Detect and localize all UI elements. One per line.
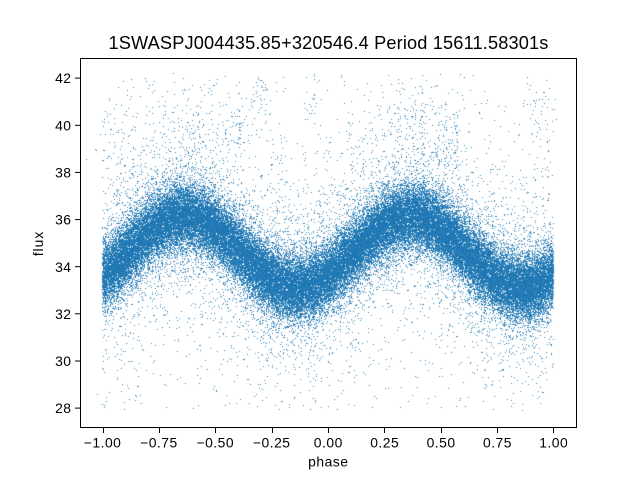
svg-text:−0.75: −0.75 <box>140 435 178 451</box>
svg-text:phase: phase <box>308 454 348 470</box>
svg-text:−0.25: −0.25 <box>253 435 291 451</box>
svg-text:38: 38 <box>55 165 71 181</box>
svg-text:0.25: 0.25 <box>370 435 399 451</box>
svg-text:0.75: 0.75 <box>483 435 512 451</box>
svg-text:0.50: 0.50 <box>427 435 456 451</box>
svg-text:0.00: 0.00 <box>314 435 343 451</box>
svg-text:−1.00: −1.00 <box>84 435 122 451</box>
svg-text:32: 32 <box>55 306 71 322</box>
svg-text:36: 36 <box>55 212 71 228</box>
svg-text:28: 28 <box>55 400 71 416</box>
svg-text:flux: flux <box>30 231 46 257</box>
svg-text:34: 34 <box>55 259 71 275</box>
svg-text:30: 30 <box>55 353 71 369</box>
svg-text:1SWASPJ004435.85+320546.4 Peri: 1SWASPJ004435.85+320546.4 Period 15611.5… <box>108 33 548 53</box>
svg-text:−0.50: −0.50 <box>196 435 234 451</box>
svg-text:42: 42 <box>55 70 71 86</box>
svg-text:1.00: 1.00 <box>539 435 568 451</box>
svg-text:40: 40 <box>55 117 71 133</box>
